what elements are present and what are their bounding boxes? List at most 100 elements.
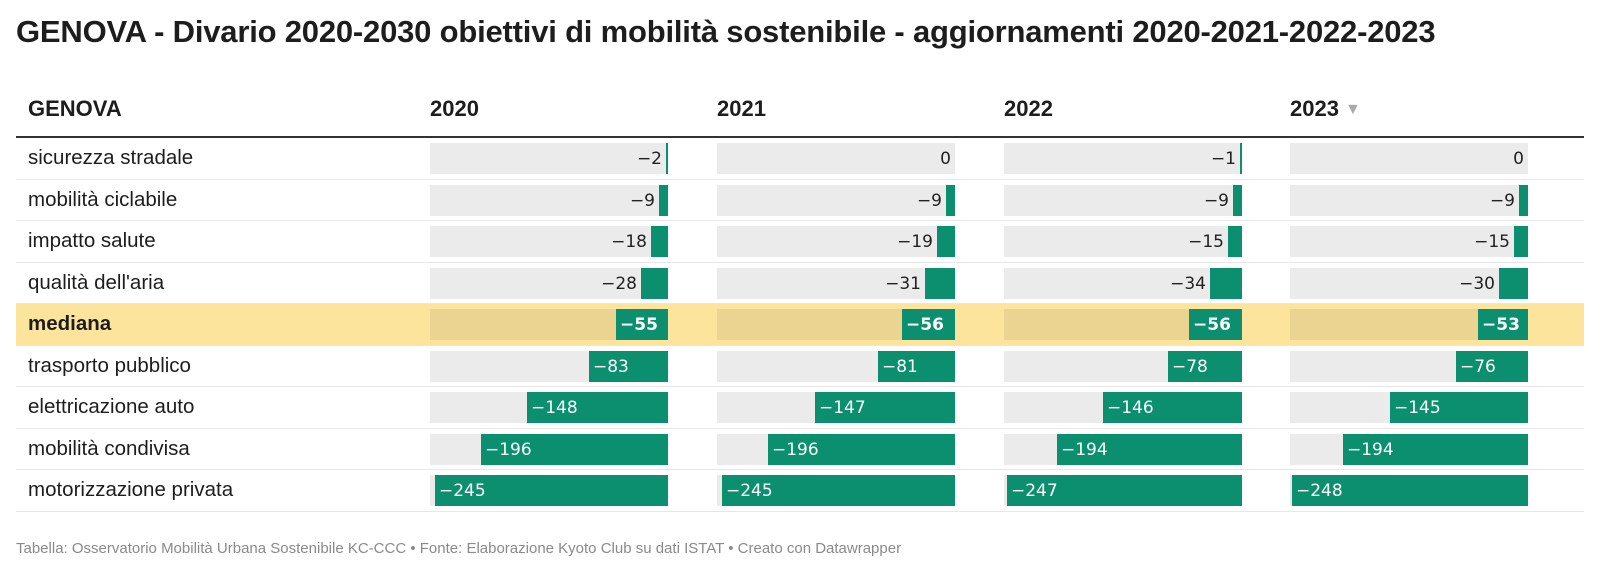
bar-value-label: −145 [1394, 398, 1441, 418]
bar-mark [1514, 226, 1528, 257]
bar-mark [946, 184, 955, 216]
bar-cell: −196 [717, 433, 955, 465]
bar-mark [1103, 392, 1242, 423]
bar-value-label: −245 [439, 481, 486, 501]
bar-cell: −248 [1290, 475, 1528, 506]
bar-cell: −9 [717, 184, 955, 216]
bar-mark [527, 392, 668, 423]
column-header-2023[interactable]: 2023 ▼ [1290, 96, 1361, 121]
bar-mark [925, 267, 955, 299]
bar-cell: −19 [717, 226, 955, 257]
bar-value-label: −245 [726, 481, 773, 501]
bar-value-label: −2 [636, 149, 662, 169]
bar-value-label: −147 [819, 398, 866, 418]
bar-value-label: −81 [882, 356, 918, 377]
bar-mark [659, 184, 668, 216]
bar-value-label: −9 [629, 190, 655, 211]
table-row: motorizzazione privata −245 −245 −247 −248 [16, 470, 1584, 512]
table-row: mobilità ciclabile −9 −9 −9 −9 [16, 180, 1584, 221]
bar-cell: −196 [430, 433, 668, 465]
table-row: elettricazione auto −148 −147 −146 −145 [16, 387, 1584, 429]
bar-mark [1168, 350, 1242, 382]
bar-value-label: −1 [1210, 149, 1236, 169]
table-row: mediana −55 −56 −56 −53 [16, 304, 1584, 346]
bar-value-label: −56 [1193, 315, 1231, 335]
bar-cell: −245 [717, 475, 955, 506]
bar-cell: −2 [430, 143, 668, 174]
bar-value-label: −194 [1061, 439, 1108, 460]
row-header-label: GENOVA [28, 96, 122, 121]
column-header-2022[interactable]: 2022 [1004, 96, 1053, 121]
bar-cell: −30 [1290, 267, 1528, 299]
bar-mark [1456, 350, 1528, 382]
bar-value-label: −78 [1172, 356, 1208, 377]
row-label: trasporto pubblico [28, 353, 191, 377]
bar-mark [616, 309, 668, 340]
bar-cell: −147 [717, 392, 955, 423]
bar-cell: −18 [430, 226, 668, 257]
bar-mark [1189, 309, 1242, 340]
bar-value-label: −76 [1460, 356, 1496, 377]
bar-cell: −28 [430, 267, 668, 299]
bar-mark [1499, 267, 1528, 299]
table-row: mobilità condivisa −196 −196 −194 −194 [16, 429, 1584, 470]
bar-value-label: −28 [601, 273, 637, 294]
bar-cell: −15 [1004, 226, 1242, 257]
table-row: impatto salute −18 −19 −15 −15 [16, 221, 1584, 263]
bar-cell: 0 [717, 143, 955, 174]
bar-cell: 0 [1290, 143, 1528, 174]
bar-value-label: −9 [916, 190, 942, 211]
bar-value-label: −9 [1203, 190, 1229, 211]
bar-mark [481, 433, 668, 465]
bar-mark [1007, 475, 1242, 506]
bar-value-label: −148 [531, 398, 578, 418]
column-header-2021[interactable]: 2021 [717, 96, 766, 121]
bar-cell: −245 [430, 475, 668, 506]
row-label: mediana [28, 312, 112, 335]
bar-value-label: 0 [1513, 149, 1524, 169]
bar-cell: −148 [430, 392, 668, 423]
bar-mark [815, 392, 955, 423]
bar-cell: −1 [1004, 143, 1242, 174]
bar-value-label: −55 [620, 315, 658, 335]
bar-value-label: −247 [1011, 481, 1058, 501]
bar-mark [641, 267, 668, 299]
bar-value-label: −248 [1296, 481, 1343, 501]
bar-value-label: −19 [897, 232, 933, 252]
bar-cell: −145 [1290, 392, 1528, 423]
bar-cell: −81 [717, 350, 955, 382]
bar-value-label: −146 [1107, 398, 1154, 418]
bar-mark [878, 350, 955, 382]
bar-mark [937, 226, 955, 257]
bar-mark [1057, 433, 1242, 465]
bar-cell: −247 [1004, 475, 1242, 506]
bar-cell: −34 [1004, 267, 1242, 299]
bar-mark [1233, 184, 1242, 216]
bar-mark [902, 309, 955, 340]
bar-cell: −56 [1004, 309, 1242, 340]
bar-value-label: −31 [885, 273, 921, 294]
bar-cell: −194 [1004, 433, 1242, 465]
source-footer: Tabella: Osservatorio Mobilità Urbana So… [16, 540, 902, 557]
data-table: GENOVA 2020 2021 2022 2023 ▼ sicurezza st… [16, 86, 1584, 512]
bar-cell: −76 [1290, 350, 1528, 382]
bar-value-label: −83 [593, 356, 629, 377]
triangle-down-icon[interactable]: ▼ [1344, 101, 1361, 118]
row-label: elettricazione auto [28, 395, 195, 418]
bar-cell: −9 [1290, 184, 1528, 216]
bar-mark [1519, 184, 1528, 216]
table-row: sicurezza stradale −2 0 −1 0 [16, 138, 1584, 180]
bar-cell: −56 [717, 309, 955, 340]
bar-cell: −53 [1290, 309, 1528, 340]
bar-value-label: −30 [1459, 273, 1495, 294]
column-header-2020[interactable]: 2020 [430, 96, 479, 121]
bar-mark [666, 143, 668, 174]
row-label: mobilità ciclabile [28, 187, 178, 211]
bar-value-label: −196 [485, 439, 532, 460]
bar-mark [1343, 433, 1528, 465]
bar-value-label: −196 [772, 439, 819, 460]
bar-value-label: −9 [1489, 190, 1515, 211]
page-title: GENOVA - Divario 2020-2030 obiettivi di … [16, 14, 1436, 49]
bar-mark [1240, 143, 1242, 174]
bar-mark [435, 475, 668, 506]
